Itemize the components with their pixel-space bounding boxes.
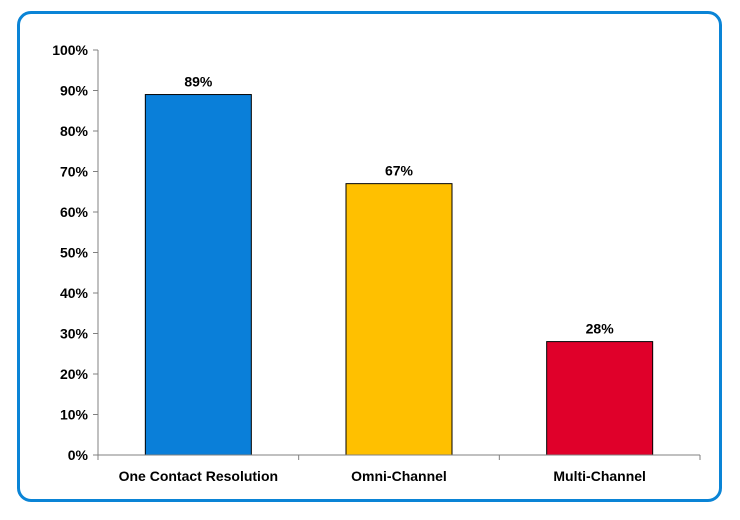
y-tick-label: 30% bbox=[60, 326, 89, 342]
bar-multi-channel bbox=[546, 341, 654, 456]
x-axis: One Contact Resolution Omni-Channel Multi-… bbox=[97, 454, 701, 484]
y-tick-label: 50% bbox=[60, 245, 89, 261]
data-label: 28% bbox=[586, 321, 615, 337]
y-tick-label: 40% bbox=[60, 285, 89, 301]
y-tick-label: 90% bbox=[60, 83, 89, 99]
y-tick-label: 0% bbox=[68, 447, 89, 463]
y-tick-label: 20% bbox=[60, 366, 89, 382]
x-category-label: One Contact Resolution bbox=[119, 468, 278, 484]
data-label: 67% bbox=[385, 163, 414, 179]
bar-one-contact-resolution bbox=[144, 94, 252, 456]
bar-omni-channel bbox=[345, 183, 453, 456]
y-tick-label: 10% bbox=[60, 407, 89, 423]
y-tick-label: 80% bbox=[60, 123, 89, 139]
y-axis: 0% 10% 20% 30% 40% 50% 60% 70% 80% 90% 100% bbox=[52, 42, 99, 463]
y-tick-label: 100% bbox=[52, 42, 88, 58]
x-category-label: Multi-Channel bbox=[553, 468, 646, 484]
data-label: 89% bbox=[184, 74, 213, 90]
y-tick-label: 60% bbox=[60, 204, 89, 220]
x-category-label: Omni-Channel bbox=[351, 468, 447, 484]
y-tick-label: 70% bbox=[60, 164, 89, 180]
bars: 89% 67% 28% bbox=[144, 74, 654, 456]
